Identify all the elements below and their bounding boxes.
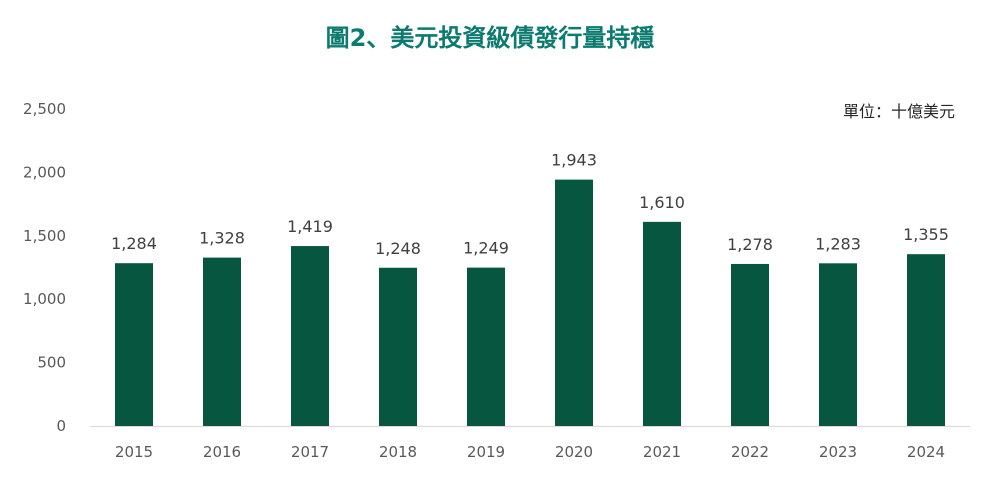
- y-tick-label: 2,500: [23, 100, 66, 118]
- x-tick-label-2018: 2018: [379, 443, 417, 461]
- bar-2018: [379, 267, 417, 426]
- chart-title: 圖2、美元投資級債發行量持穩: [326, 24, 655, 52]
- x-tick-label-2015: 2015: [115, 443, 153, 461]
- x-tick-label-2021: 2021: [643, 443, 681, 461]
- y-tick-label: 2,000: [23, 163, 66, 181]
- x-tick-label-2020: 2020: [555, 443, 593, 461]
- bar-2021: [643, 221, 681, 426]
- bars: [115, 179, 945, 426]
- data-label-2016: 1,328: [199, 229, 245, 248]
- bar-2024: [907, 254, 945, 426]
- data-label-2022: 1,278: [727, 235, 773, 254]
- bar-2019: [467, 267, 505, 426]
- x-tick-label-2016: 2016: [203, 443, 241, 461]
- data-label-2023: 1,283: [815, 234, 861, 253]
- data-label-2018: 1,248: [375, 239, 421, 258]
- x-tick-label-2024: 2024: [907, 443, 945, 461]
- data-label-2021: 1,610: [639, 193, 685, 212]
- unit-label: 單位：十億美元: [843, 102, 955, 121]
- y-tick-label: 1,500: [23, 227, 66, 245]
- data-label-2017: 1,419: [287, 217, 333, 236]
- data-labels: 1,284 1,328 1,419 1,248 1,249 1,943 1,610 1,278…: [111, 151, 949, 258]
- x-axis: 2015 2016 2017 2018 2019 2020 2021 2022 2023 2024: [90, 426, 970, 461]
- x-tick-label-2017: 2017: [291, 443, 329, 461]
- x-tick-label-2019: 2019: [467, 443, 505, 461]
- bar-2017: [291, 246, 329, 426]
- x-tick-label-2023: 2023: [819, 443, 857, 461]
- x-tick-label-2022: 2022: [731, 443, 769, 461]
- bar-2020: [555, 179, 593, 426]
- y-tick-label: 0: [56, 417, 66, 435]
- y-axis: 0 500 1,000 1,500 2,000 2,500: [23, 100, 66, 435]
- bar-2022: [731, 263, 769, 426]
- bar-2015: [115, 263, 153, 426]
- data-label-2015: 1,284: [111, 234, 157, 253]
- y-tick-label: 500: [37, 354, 66, 372]
- data-label-2019: 1,249: [463, 239, 509, 258]
- data-label-2020: 1,943: [551, 151, 597, 170]
- bar-2016: [203, 257, 241, 426]
- data-label-2024: 1,355: [903, 225, 949, 244]
- y-tick-label: 1,000: [23, 290, 66, 308]
- bar-2023: [819, 263, 857, 426]
